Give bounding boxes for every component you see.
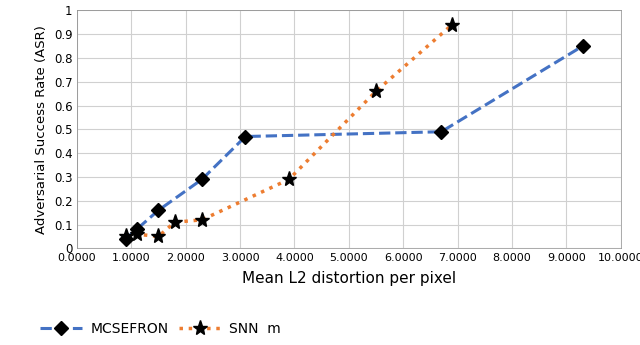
- X-axis label: Mean L2 distortion per pixel: Mean L2 distortion per pixel: [242, 271, 456, 286]
- Legend: MCSEFRON, SNN  m: MCSEFRON, SNN m: [40, 322, 281, 336]
- Y-axis label: Adversarial Success Rate (ASR): Adversarial Success Rate (ASR): [35, 25, 49, 234]
